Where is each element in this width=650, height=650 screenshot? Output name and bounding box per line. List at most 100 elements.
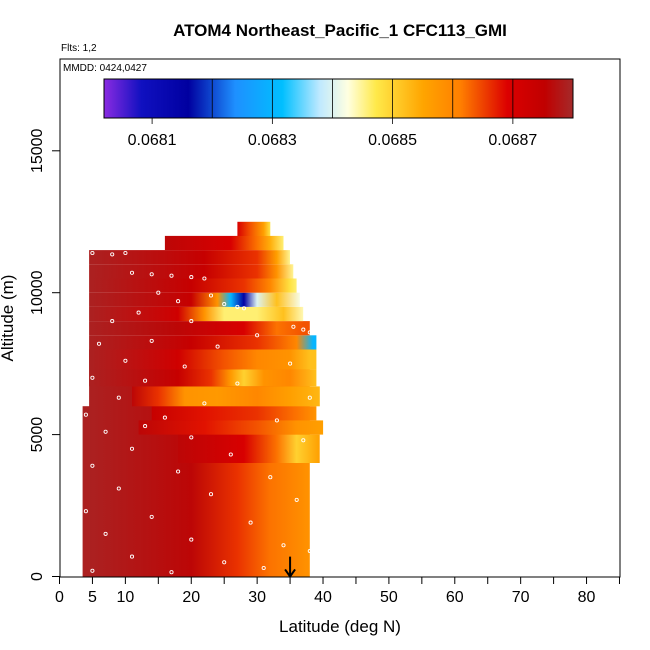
flight-track-point <box>116 395 121 400</box>
colorbar-tick-label: 0.0687 <box>488 132 537 149</box>
data-band <box>178 434 320 463</box>
flight-track-point <box>222 560 227 565</box>
data-band <box>164 235 284 251</box>
flight-track-point <box>169 273 174 278</box>
x-axis-title: Latitude (deg N) <box>279 617 401 636</box>
y-tick-label: 15000 <box>29 128 46 173</box>
y-axis-title: Altitude (m) <box>0 275 17 362</box>
flight-track-point <box>294 497 299 502</box>
flight-track-point <box>129 446 135 451</box>
x-tick-label: 40 <box>314 589 332 606</box>
data-band <box>89 306 304 322</box>
flight-track-point <box>215 344 220 349</box>
flight-track-point <box>103 429 108 434</box>
flight-track-point <box>189 319 194 324</box>
flight-track-point <box>235 381 240 386</box>
x-tick-label: 10 <box>116 589 134 606</box>
flight-track-point <box>96 341 102 346</box>
x-axis: 0 5 10 20 30 40 50 60 70 80 <box>55 577 620 606</box>
flight-track-point <box>301 438 306 443</box>
data-band <box>151 406 317 421</box>
flight-track-point <box>90 463 95 468</box>
flight-track-point <box>291 324 296 329</box>
flight-track-point <box>261 565 266 571</box>
colorbar-tick-label: 0.0683 <box>248 132 297 149</box>
plot-frame <box>59 58 621 578</box>
data-band <box>89 369 317 387</box>
data-band <box>89 335 317 350</box>
flight-track-point <box>228 452 233 457</box>
flight-track-point <box>208 492 214 497</box>
flight-track-point <box>90 568 95 573</box>
x-tick-label: 70 <box>512 589 530 606</box>
flight-track-point <box>248 520 253 525</box>
data-band <box>89 278 297 293</box>
flight-track-point <box>255 333 260 338</box>
data-band <box>89 250 290 265</box>
flight-track-point <box>307 330 312 335</box>
flight-track <box>83 250 312 575</box>
colorbar <box>103 78 574 124</box>
flight-track-point <box>129 270 135 275</box>
flight-track-point <box>169 570 174 575</box>
flight-track-point <box>241 306 247 311</box>
plot-data <box>82 221 324 577</box>
flight-track-point <box>90 375 95 380</box>
colorbar-labels: 0.0681 0.0683 0.0685 0.0687 <box>128 132 538 149</box>
flight-track-point <box>90 250 95 256</box>
flight-track-point <box>149 272 154 277</box>
flight-track-point <box>222 302 227 307</box>
flight-track-point <box>123 358 128 363</box>
x-tick-label: 30 <box>248 589 266 606</box>
flight-track-point <box>268 475 273 480</box>
colorbar-tick-label: 0.0681 <box>128 132 177 149</box>
flight-track-point <box>235 304 240 309</box>
flight-track-point <box>143 378 148 383</box>
data-band <box>89 349 317 370</box>
flight-track-point <box>176 469 181 474</box>
flight-track-point <box>129 554 135 559</box>
flight-track-point <box>143 424 148 429</box>
y-axis: 0 5000 10000 15000 <box>29 128 60 581</box>
x-tick-label: 0 <box>55 589 64 606</box>
data-band <box>89 264 294 279</box>
data-band <box>237 221 271 236</box>
flight-track-point <box>307 395 312 400</box>
flight-track-point <box>110 252 115 257</box>
flight-track-point <box>83 509 88 514</box>
flight-track-point <box>156 290 161 295</box>
flight-track-point <box>189 435 194 440</box>
flight-track-point <box>123 250 128 256</box>
dates-label: MMDD: 0424,0427 <box>63 63 147 74</box>
flight-track-point <box>149 338 154 343</box>
data-band <box>89 321 310 336</box>
flights-label: Flts: 1,2 <box>61 43 97 54</box>
data-band <box>138 420 324 435</box>
x-tick-label: 20 <box>182 589 200 606</box>
flight-track-point <box>149 514 154 519</box>
flight-track-point <box>301 327 306 332</box>
flight-track-point <box>202 401 207 406</box>
data-band <box>89 292 300 307</box>
flight-track-point <box>202 276 207 281</box>
colorbar-tick-label: 0.0685 <box>368 132 417 149</box>
colorbar-fill <box>104 79 573 118</box>
y-tick-label: 0 <box>29 572 46 581</box>
chart-title: ATOM4 Northeast_Pacific_1 CFC113_GMI <box>173 21 507 40</box>
flight-track-point <box>110 319 115 324</box>
flight-track-point <box>83 412 88 417</box>
flight-track-point <box>189 537 194 542</box>
flight-track-point <box>176 299 181 304</box>
flight-track-point <box>182 364 187 369</box>
flight-track-point <box>307 548 312 554</box>
x-tick-label: 60 <box>446 589 464 606</box>
flight-track-point <box>103 531 108 536</box>
x-tick-label: 50 <box>380 589 398 606</box>
flight-track-point <box>281 543 286 548</box>
flight-track-point <box>208 293 214 298</box>
flight-track-point <box>274 418 279 423</box>
x-tick-label: 80 <box>578 589 596 606</box>
flight-track-point <box>162 415 167 420</box>
flight-track-point <box>288 361 293 366</box>
